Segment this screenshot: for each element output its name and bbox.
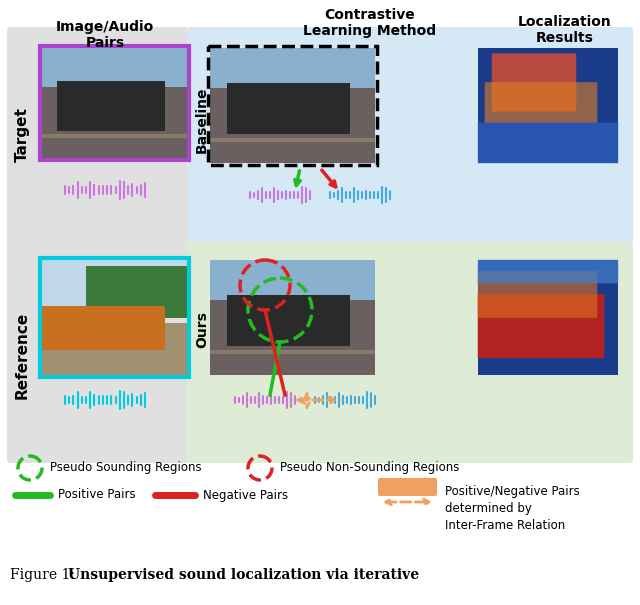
FancyBboxPatch shape [42,306,165,350]
FancyBboxPatch shape [42,323,187,375]
FancyBboxPatch shape [210,300,375,375]
FancyBboxPatch shape [478,48,618,163]
Text: Unsupervised sound localization via iterative: Unsupervised sound localization via iter… [68,568,419,582]
Text: Negative Pairs: Negative Pairs [203,488,288,502]
FancyBboxPatch shape [478,260,618,375]
Text: Contrastive
Learning Method: Contrastive Learning Method [303,8,436,38]
Text: Ours: Ours [195,312,209,348]
FancyBboxPatch shape [42,134,187,138]
FancyBboxPatch shape [42,87,187,158]
FancyBboxPatch shape [86,266,187,318]
FancyBboxPatch shape [477,294,604,358]
FancyBboxPatch shape [477,122,618,163]
FancyBboxPatch shape [210,48,375,88]
FancyBboxPatch shape [210,260,375,300]
Text: Baseline: Baseline [195,87,209,153]
Text: Pseudo Non-Sounding Regions: Pseudo Non-Sounding Regions [280,462,460,474]
FancyBboxPatch shape [227,82,350,134]
FancyBboxPatch shape [187,242,633,463]
FancyBboxPatch shape [210,350,375,355]
Text: Positive Pairs: Positive Pairs [58,488,136,502]
FancyBboxPatch shape [227,295,350,346]
Text: Target: Target [15,108,29,162]
FancyBboxPatch shape [492,53,576,111]
FancyBboxPatch shape [210,88,375,163]
FancyBboxPatch shape [42,48,187,87]
Text: Pseudo Sounding Regions: Pseudo Sounding Regions [50,462,202,474]
FancyBboxPatch shape [56,81,165,131]
Text: Image/Audio
Pairs: Image/Audio Pairs [56,20,154,50]
FancyBboxPatch shape [210,138,375,142]
FancyBboxPatch shape [477,260,618,283]
FancyBboxPatch shape [187,27,633,243]
Text: Positive/Negative Pairs
determined by
Inter-Frame Relation: Positive/Negative Pairs determined by In… [445,485,580,532]
Text: Figure 1:: Figure 1: [10,568,79,582]
FancyBboxPatch shape [477,271,597,318]
FancyBboxPatch shape [7,27,188,463]
Text: Localization
Results: Localization Results [518,15,612,45]
Text: Reference: Reference [15,312,29,399]
FancyBboxPatch shape [42,260,187,306]
FancyBboxPatch shape [484,82,597,123]
FancyBboxPatch shape [378,478,437,496]
